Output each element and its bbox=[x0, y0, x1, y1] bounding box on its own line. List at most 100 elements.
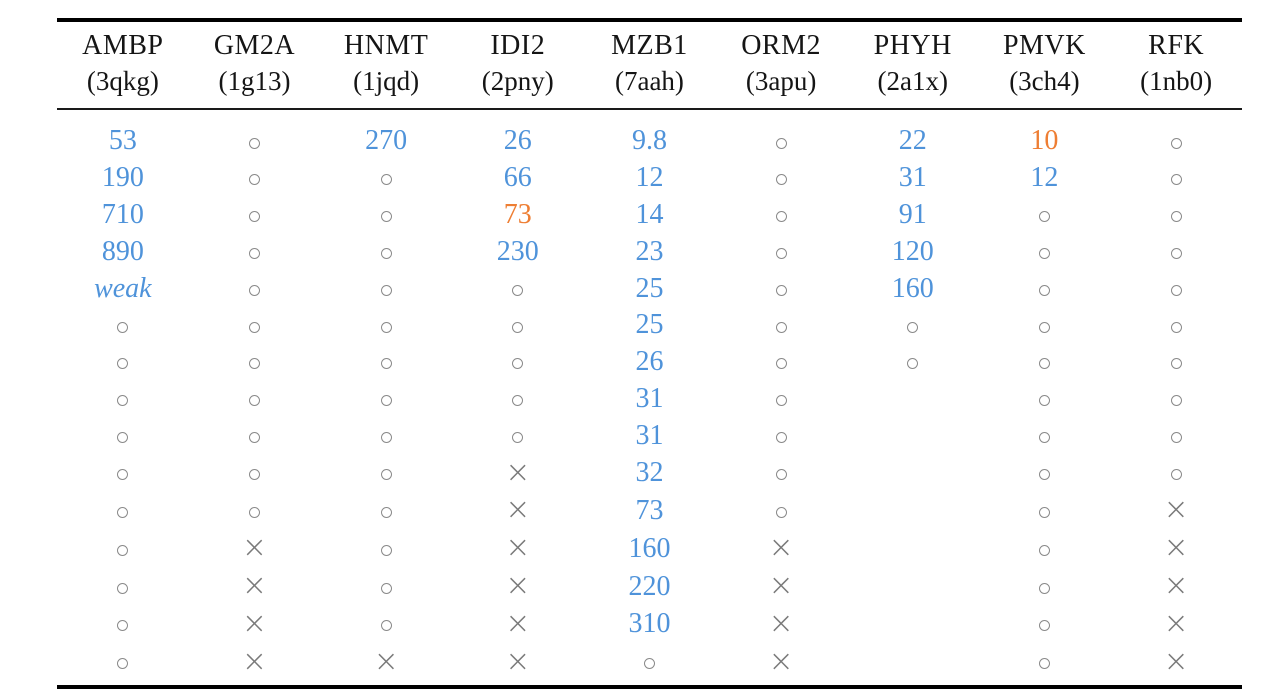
circle-marker-icon bbox=[380, 321, 392, 333]
circle-marker-icon bbox=[1038, 321, 1050, 333]
circle-cell bbox=[57, 644, 189, 688]
affinity-value: 890 bbox=[101, 235, 144, 267]
value-cell: 890 bbox=[57, 234, 189, 271]
circle-marker-icon bbox=[1038, 582, 1050, 594]
cross-cell: × bbox=[452, 455, 584, 493]
value-cell: 91 bbox=[847, 197, 979, 234]
affinity-value: 710 bbox=[101, 199, 144, 231]
circle-marker-icon bbox=[117, 544, 129, 556]
value-cell: 270 bbox=[320, 109, 452, 160]
table-row: × 73 × bbox=[57, 492, 1242, 530]
circle-cell bbox=[189, 307, 321, 344]
table-row: weak 25 160 bbox=[57, 271, 1242, 308]
circle-marker-icon bbox=[775, 507, 787, 519]
value-cell: 310 bbox=[584, 606, 716, 644]
cross-marker-icon: × bbox=[505, 454, 531, 490]
circle-marker-icon bbox=[248, 284, 260, 296]
circle-cell bbox=[320, 606, 452, 644]
circle-cell bbox=[320, 234, 452, 271]
affinity-value: 31 bbox=[898, 162, 927, 194]
circle-marker-icon bbox=[380, 620, 392, 632]
circle-marker-icon bbox=[512, 431, 524, 443]
circle-cell bbox=[715, 160, 847, 197]
value-cell: 22 bbox=[847, 109, 979, 160]
table-row: × 32 bbox=[57, 455, 1242, 493]
empty-cell bbox=[847, 492, 979, 530]
cross-cell: × bbox=[189, 568, 321, 606]
affinity-value: 220 bbox=[628, 570, 671, 602]
cross-marker-icon: × bbox=[1163, 530, 1189, 566]
circle-cell bbox=[584, 644, 716, 688]
circle-marker-icon bbox=[775, 284, 787, 296]
circle-cell bbox=[715, 492, 847, 530]
table-row: 26 bbox=[57, 344, 1242, 381]
circle-marker-icon bbox=[248, 395, 260, 407]
circle-marker-icon bbox=[248, 247, 260, 259]
value-cell: 73 bbox=[452, 197, 584, 234]
circle-cell bbox=[1110, 307, 1242, 344]
circle-cell bbox=[452, 344, 584, 381]
cross-cell: × bbox=[452, 606, 584, 644]
circle-cell bbox=[715, 344, 847, 381]
circle-cell bbox=[320, 197, 452, 234]
gene-name: RFK bbox=[1148, 30, 1205, 61]
circle-cell bbox=[189, 344, 321, 381]
circle-marker-icon bbox=[380, 582, 392, 594]
circle-cell bbox=[57, 455, 189, 493]
circle-cell bbox=[847, 344, 979, 381]
circle-cell bbox=[1110, 197, 1242, 234]
circle-cell bbox=[1110, 160, 1242, 197]
cross-marker-icon: × bbox=[505, 568, 531, 604]
circle-cell bbox=[57, 418, 189, 455]
circle-marker-icon bbox=[1038, 395, 1050, 407]
circle-marker-icon bbox=[117, 582, 129, 594]
circle-marker-icon bbox=[1038, 469, 1050, 481]
circle-cell bbox=[1110, 344, 1242, 381]
circle-marker-icon bbox=[117, 469, 129, 481]
affinity-value: 12 bbox=[635, 162, 664, 194]
cross-marker-icon: × bbox=[241, 643, 268, 679]
weak-label: weak bbox=[94, 272, 152, 304]
circle-cell bbox=[715, 234, 847, 271]
circle-marker-icon bbox=[248, 469, 260, 481]
cross-marker-icon: × bbox=[1163, 605, 1189, 641]
cross-marker-icon: × bbox=[373, 643, 399, 679]
circle-cell bbox=[320, 381, 452, 418]
circle-marker-icon bbox=[248, 174, 260, 186]
cross-marker-icon: × bbox=[768, 605, 794, 641]
value-cell: 32 bbox=[584, 455, 716, 493]
empty-cell bbox=[847, 418, 979, 455]
circle-marker-icon bbox=[380, 211, 392, 223]
cross-marker-icon: × bbox=[768, 568, 794, 604]
column-header-ambp: AMBP (3qkg) bbox=[57, 20, 189, 111]
protein-results-table: AMBP (3qkg) GM2A (1g13) HNMT (1jqd) IDI2 (2pny)… bbox=[57, 18, 1242, 690]
cross-marker-icon: × bbox=[1163, 643, 1189, 679]
circle-cell bbox=[979, 455, 1111, 493]
circle-cell bbox=[979, 271, 1111, 308]
circle-marker-icon bbox=[1038, 284, 1050, 296]
circle-marker-icon bbox=[512, 395, 524, 407]
circle-marker-icon bbox=[380, 247, 392, 259]
cross-marker-icon: × bbox=[768, 643, 794, 679]
value-cell: 26 bbox=[452, 109, 584, 160]
affinity-value: 26 bbox=[635, 346, 664, 378]
circle-cell bbox=[715, 109, 847, 160]
circle-cell bbox=[452, 307, 584, 344]
empty-cell bbox=[847, 530, 979, 568]
circle-cell bbox=[452, 271, 584, 308]
circle-marker-icon bbox=[775, 395, 787, 407]
column-header-hnmt: HNMT (1jqd) bbox=[320, 20, 452, 111]
column-header-gm2a: GM2A (1g13) bbox=[188, 20, 321, 111]
circle-cell bbox=[189, 455, 321, 493]
circle-cell bbox=[320, 271, 452, 308]
circle-cell bbox=[979, 344, 1111, 381]
circle-marker-icon bbox=[1038, 658, 1050, 670]
affinity-value: 22 bbox=[898, 125, 927, 157]
table-row: 53 270 26 9.8 22 10 bbox=[57, 109, 1242, 160]
circle-cell bbox=[320, 160, 452, 197]
cross-marker-icon: × bbox=[1163, 492, 1189, 528]
value-cell: 31 bbox=[584, 381, 716, 418]
circle-marker-icon bbox=[1170, 211, 1182, 223]
circle-cell bbox=[189, 197, 321, 234]
